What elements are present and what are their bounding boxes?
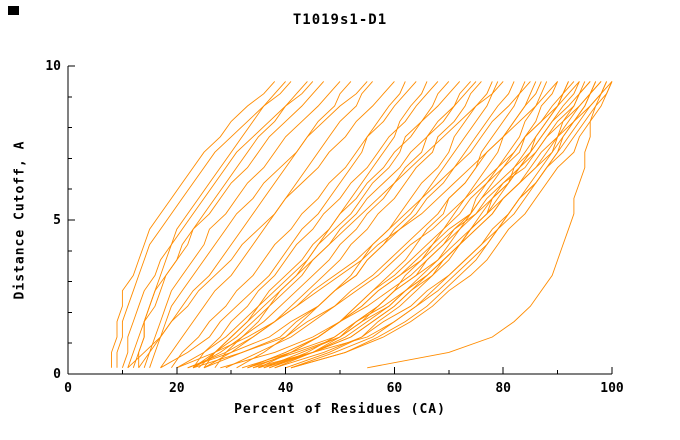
series-line bbox=[111, 81, 276, 368]
series-line bbox=[116, 81, 292, 368]
series-line bbox=[132, 81, 308, 368]
series-line bbox=[121, 81, 286, 368]
x-tick-label: 40 bbox=[278, 381, 294, 396]
x-tick-label: 20 bbox=[169, 381, 185, 396]
series-line bbox=[176, 81, 450, 369]
series-line bbox=[274, 81, 613, 369]
series-line bbox=[127, 81, 395, 369]
series-line bbox=[290, 81, 613, 369]
series-line bbox=[214, 81, 477, 369]
series-line bbox=[171, 81, 417, 369]
series-line bbox=[138, 81, 352, 369]
series-line bbox=[247, 81, 602, 369]
y-tick-label: 5 bbox=[53, 213, 61, 228]
series-line bbox=[367, 81, 608, 369]
series-line bbox=[176, 81, 558, 369]
series-line bbox=[187, 81, 515, 369]
series-line bbox=[220, 81, 591, 369]
x-axis-label: Percent of Residues (CA) bbox=[234, 402, 446, 417]
x-tick-label: 100 bbox=[600, 381, 624, 396]
series-line bbox=[258, 81, 569, 369]
x-tick-label: 80 bbox=[495, 381, 511, 396]
chart-title: T1019s1-D1 bbox=[292, 12, 388, 28]
series-line bbox=[247, 81, 597, 369]
series-line bbox=[290, 81, 608, 369]
series-line bbox=[198, 81, 504, 369]
series-line bbox=[203, 81, 461, 369]
series-line bbox=[138, 81, 314, 368]
series-line bbox=[247, 81, 526, 369]
x-tick-label: 60 bbox=[387, 381, 403, 396]
series-line bbox=[241, 81, 602, 369]
series-line bbox=[192, 81, 542, 369]
series-line bbox=[203, 81, 482, 369]
y-axis-label: Distance Cutoff, A bbox=[12, 140, 28, 300]
series-line bbox=[160, 81, 373, 369]
series-line bbox=[149, 81, 368, 368]
x-tick-label: 0 bbox=[64, 381, 72, 396]
series-line bbox=[160, 81, 406, 369]
series-line bbox=[143, 81, 341, 368]
series-line bbox=[192, 81, 471, 369]
series-line bbox=[203, 81, 499, 369]
y-tick-label: 10 bbox=[45, 59, 61, 74]
y-tick-label: 0 bbox=[53, 367, 61, 382]
corner-mark bbox=[8, 6, 19, 15]
series-line bbox=[192, 81, 439, 369]
series-line bbox=[269, 81, 613, 369]
series-line bbox=[258, 81, 575, 369]
series-line bbox=[236, 81, 493, 369]
